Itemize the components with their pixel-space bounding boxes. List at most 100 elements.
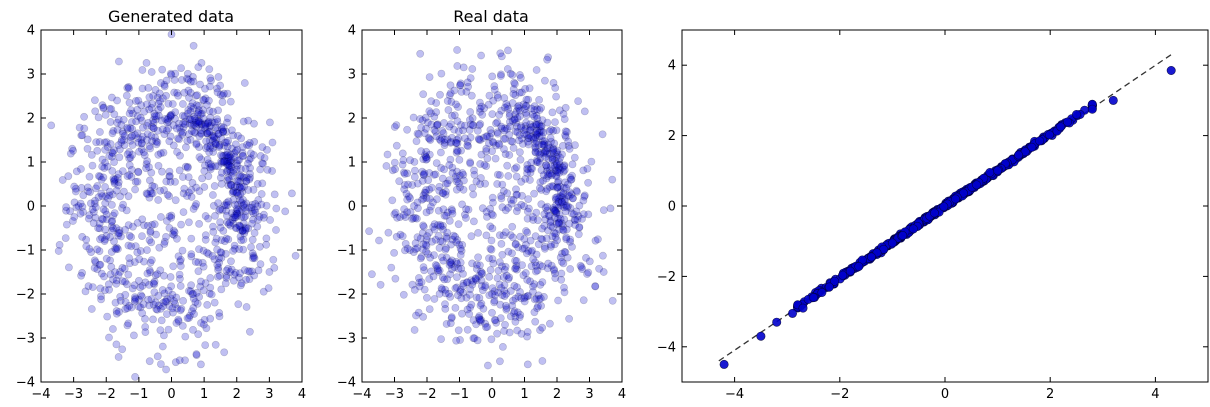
data-point: [483, 323, 492, 331]
data-point: [206, 141, 215, 150]
data-point: [544, 53, 552, 62]
data-point: [477, 267, 485, 276]
data-point: [131, 372, 139, 381]
data-point: [540, 141, 549, 150]
data-point: [222, 198, 231, 207]
data-point: [972, 180, 982, 190]
data-point: [526, 168, 535, 177]
data-point: [125, 231, 134, 240]
data-point: [152, 137, 160, 146]
data-point: [534, 148, 543, 156]
data-point: [432, 99, 441, 107]
data-point: [422, 147, 431, 156]
data-point: [77, 131, 86, 140]
data-point: [154, 301, 163, 310]
data-point: [542, 234, 551, 243]
data-point: [217, 253, 226, 262]
data-point: [497, 106, 506, 115]
data-point: [216, 90, 225, 99]
data-point: [124, 192, 133, 201]
data-point: [160, 80, 169, 89]
data-point: [189, 325, 197, 334]
data-point: [213, 245, 221, 254]
data-point: [456, 244, 465, 253]
data-point: [203, 129, 212, 138]
data-point: [495, 171, 504, 179]
x-tick-label: 0: [941, 387, 949, 402]
data-point: [521, 122, 530, 130]
data-point: [409, 214, 418, 223]
data-point: [229, 195, 238, 204]
data-point: [102, 215, 111, 224]
data-point: [236, 196, 244, 204]
data-point: [215, 312, 224, 321]
data-point: [447, 314, 456, 323]
data-point: [118, 167, 127, 175]
data-point: [419, 221, 427, 230]
data-point: [98, 162, 107, 171]
data-point: [96, 172, 104, 181]
data-point: [225, 161, 234, 170]
data-point: [460, 121, 469, 130]
data-point: [448, 206, 456, 215]
data-point: [476, 301, 485, 310]
data-point: [463, 141, 472, 150]
data-point: [200, 96, 208, 104]
data-point: [236, 164, 245, 173]
data-point: [514, 292, 523, 301]
data-point: [138, 309, 147, 318]
data-point: [595, 264, 603, 273]
data-point: [499, 134, 508, 143]
data-point: [226, 97, 235, 106]
data-point: [537, 132, 546, 141]
data-point: [532, 158, 541, 166]
data-point: [184, 188, 193, 197]
data-point: [87, 150, 96, 159]
data-point: [553, 183, 562, 192]
data-point: [211, 162, 220, 170]
data-point: [552, 153, 561, 161]
data-point: [242, 177, 251, 186]
data-point: [240, 79, 249, 87]
data-point: [100, 164, 109, 172]
data-point: [562, 201, 571, 210]
data-point: [461, 134, 469, 143]
data-point: [493, 129, 502, 138]
data-point: [446, 319, 455, 328]
data-point: [512, 172, 521, 181]
data-point: [239, 245, 248, 254]
data-point: [250, 119, 258, 128]
data-point: [436, 136, 445, 145]
data-point: [441, 300, 449, 309]
data-point: [58, 176, 67, 184]
data-point: [89, 208, 98, 216]
data-point: [464, 142, 472, 151]
x-tick-label: −2: [97, 387, 116, 402]
data-point: [583, 270, 591, 278]
data-point: [72, 203, 81, 212]
data-point: [498, 291, 507, 299]
data-point: [209, 148, 218, 156]
data-point: [206, 274, 215, 282]
data-point: [197, 120, 206, 129]
data-point: [127, 242, 136, 251]
data-point: [91, 258, 100, 267]
data-point: [468, 65, 477, 73]
data-point: [516, 155, 525, 164]
data-point: [469, 316, 478, 324]
data-point: [508, 137, 517, 146]
data-point: [196, 110, 205, 118]
data-point: [425, 194, 434, 203]
chart-title: Generated data: [108, 7, 234, 26]
x-tick-label: 4: [618, 387, 626, 402]
data-point: [504, 46, 512, 55]
data-point: [125, 161, 134, 170]
data-point: [565, 192, 574, 200]
data-point: [132, 117, 140, 126]
data-point: [181, 117, 190, 126]
data-point: [546, 143, 554, 152]
data-point: [108, 190, 117, 199]
data-point: [219, 127, 228, 136]
